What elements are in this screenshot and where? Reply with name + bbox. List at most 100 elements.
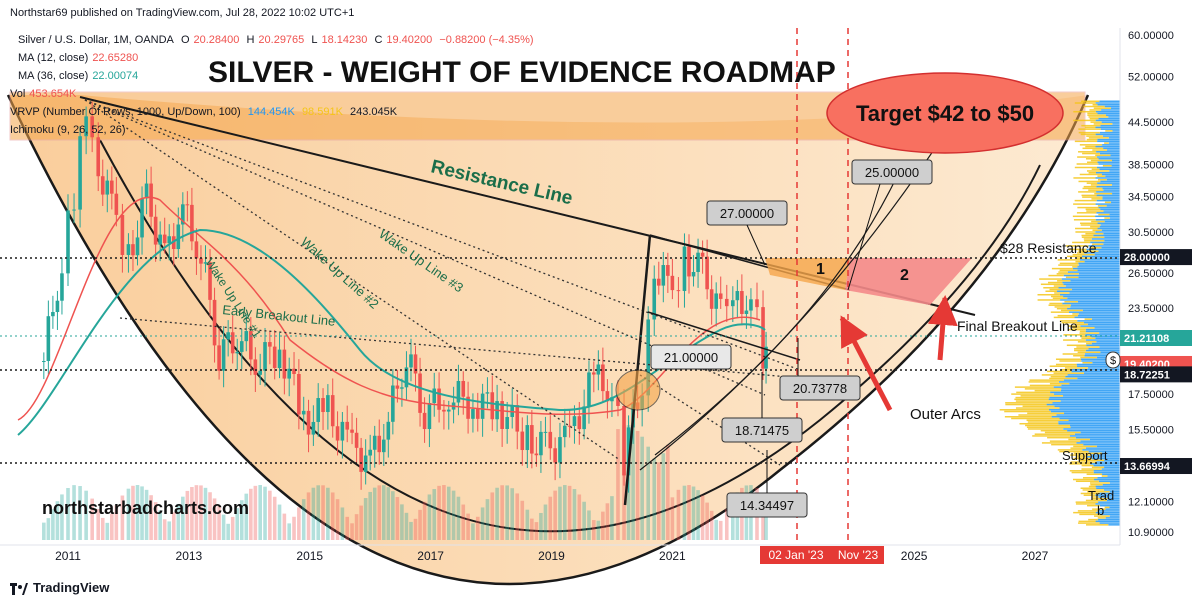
- candle: [515, 394, 520, 450]
- volume-bar: [60, 494, 64, 540]
- volume-bar: [311, 487, 316, 540]
- candle: [190, 187, 194, 251]
- svg-text:$: $: [1110, 355, 1116, 367]
- cut-off-text-trad: Trad: [1088, 488, 1114, 503]
- candle: [755, 282, 759, 319]
- y-tick-label: 12.10000: [1128, 497, 1174, 509]
- volume-bar: [718, 520, 723, 540]
- candle: [330, 378, 335, 438]
- y-tick-label: 15.50000: [1128, 424, 1174, 436]
- volume-bar: [162, 519, 167, 540]
- volume-bar: [55, 501, 60, 540]
- x-highlight-jan-23: 02 Jan '23: [760, 546, 832, 564]
- candle: [84, 106, 88, 155]
- volume-bar: [480, 507, 485, 540]
- y-price-label: 21.21108: [1120, 329, 1192, 346]
- volume-bar: [153, 502, 158, 540]
- legend-vrvp-up: 144.454K: [247, 106, 295, 118]
- candle: [208, 249, 212, 317]
- volume-bar: [676, 489, 681, 540]
- volume-bar: [631, 427, 635, 540]
- zone-1: [765, 258, 850, 290]
- volume-bar: [377, 485, 382, 540]
- svg-text:25.00000: 25.00000: [865, 165, 919, 180]
- candle: [548, 415, 553, 460]
- volume-bar: [230, 516, 235, 540]
- volume-bar: [272, 496, 277, 540]
- candle: [395, 369, 400, 403]
- volume-bar: [510, 488, 515, 540]
- candle: [120, 203, 125, 273]
- candle: [345, 405, 350, 443]
- candle: [437, 372, 441, 423]
- volume-bar: [475, 516, 480, 540]
- inner-arc-line: [99, 139, 1041, 533]
- dollar-tag: $: [1105, 351, 1121, 369]
- svg-text:18.72251: 18.72251: [1124, 369, 1170, 381]
- candle: [480, 383, 485, 437]
- volume-bar: [368, 491, 372, 540]
- candle: [422, 397, 427, 443]
- candle: [306, 399, 311, 453]
- candle: [656, 261, 661, 295]
- volume-bar: [301, 499, 306, 540]
- candle: [217, 328, 221, 380]
- candle: [539, 421, 543, 473]
- arrow-outer-arc-1: [839, 315, 893, 412]
- candle: [500, 391, 504, 447]
- candle: [562, 408, 567, 448]
- wedge-bottom-line: [647, 311, 801, 361]
- volume-bar: [381, 485, 386, 540]
- volume-bar: [558, 486, 562, 540]
- candles: [42, 101, 768, 493]
- candle: [700, 240, 705, 274]
- outer-arc-line: [6, 94, 1090, 586]
- candle: [475, 392, 480, 432]
- volume-bar: [330, 492, 335, 540]
- candle: [409, 338, 413, 382]
- volume-bar: [84, 490, 88, 540]
- chart-title: SILVER - WEIGHT OF EVIDENCE ROADMAP: [208, 56, 836, 89]
- candle: [404, 351, 409, 400]
- candle: [42, 352, 46, 380]
- price-box-18-71: 18.71475: [721, 417, 803, 443]
- volume-bar: [217, 506, 221, 540]
- volume-bar: [409, 521, 413, 540]
- volume-bar: [105, 522, 110, 540]
- candle: [171, 223, 176, 266]
- volume-bar: [666, 444, 670, 540]
- arrow-outer-arc-2: [927, 295, 958, 361]
- candle: [90, 101, 94, 153]
- candle: [735, 279, 740, 318]
- svg-text:13.66994: 13.66994: [1124, 461, 1171, 473]
- candle: [572, 405, 577, 444]
- x-tick-label: 2017: [417, 549, 444, 563]
- volume-bar: [442, 485, 446, 540]
- volume-bar: [705, 502, 709, 540]
- y-price-label: 18.72251: [1120, 366, 1192, 383]
- volume-bar: [587, 510, 591, 540]
- candle: [226, 320, 230, 357]
- volume-bar: [596, 520, 601, 540]
- price-box-21: 21.00000: [650, 344, 732, 370]
- volume-bar: [359, 505, 363, 540]
- volume-bar: [432, 489, 437, 540]
- volume-bar: [567, 485, 572, 540]
- volume-bar: [418, 509, 422, 540]
- volume-bar: [471, 523, 475, 540]
- candle: [359, 437, 363, 490]
- zone-2: [845, 258, 972, 305]
- candle: [140, 186, 144, 255]
- candle: [297, 359, 301, 430]
- volume-bar: [321, 485, 325, 540]
- candle: [199, 245, 203, 281]
- candle: [181, 192, 185, 242]
- legend-close: 19.40200: [386, 34, 433, 46]
- candle: [287, 357, 292, 397]
- candle: [749, 288, 753, 329]
- volume-bar: [451, 490, 456, 540]
- volume-bar: [263, 486, 267, 540]
- candle: [592, 361, 596, 393]
- volume-bar: [605, 503, 610, 540]
- candle: [321, 388, 325, 430]
